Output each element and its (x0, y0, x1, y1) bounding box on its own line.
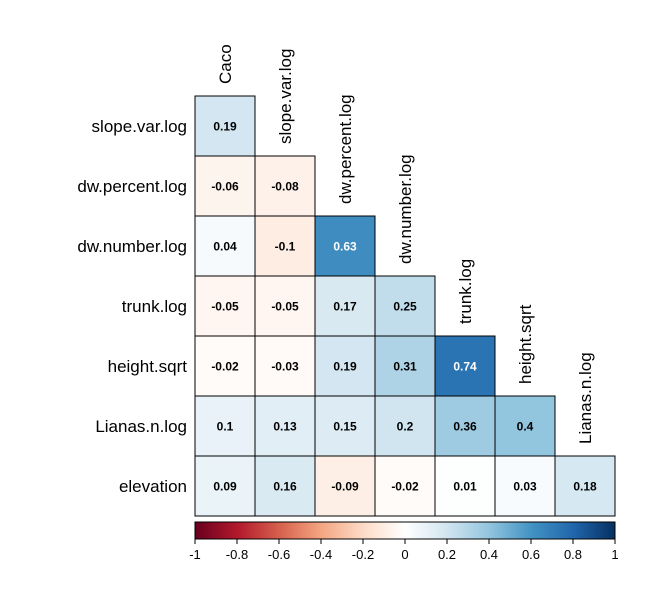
cell-value-label: -0.02 (211, 360, 239, 374)
colorbar-tick-label: 0.8 (564, 547, 582, 562)
heatmap-cell (434, 335, 496, 397)
cell-value-label: -0.08 (271, 180, 299, 194)
row-labels: slope.var.log dw.percent.log dw.number.log… (77, 117, 187, 496)
colorbar: -1 -0.8 -0.6 -0.4 -0.2 0 0.2 0.4 0.6 0.8 1 (189, 521, 619, 562)
cell-value-label: -0.06 (211, 180, 239, 194)
cell-value-label: 0.74 (453, 360, 477, 374)
row-label-trunk-log: trunk.log (122, 297, 187, 316)
column-label-Lianas-n-log: Lianas.n.log (576, 352, 595, 444)
colorbar-tick-label: 0.6 (522, 547, 540, 562)
heatmap-cell (434, 395, 496, 457)
cell-value-label: 0.1 (217, 420, 234, 434)
colorbar-tick-label: 1 (611, 547, 618, 562)
heatmap-cell (254, 275, 316, 337)
cell-value-label: -0.05 (271, 300, 299, 314)
row-label-dw-percent-log: dw.percent.log (77, 177, 187, 196)
row-label-Lianas-n-log: Lianas.n.log (95, 417, 187, 436)
heatmap-cell (194, 95, 256, 157)
row-label-slope-var-log: slope.var.log (92, 117, 187, 136)
heatmap-cell (374, 335, 436, 397)
heatmap-cell (194, 275, 256, 337)
row-label-elevation: elevation (119, 477, 187, 496)
colorbar-tick-label: -0.2 (352, 547, 374, 562)
heatmap-cell (254, 395, 316, 457)
cell-value-label: 0.16 (273, 480, 297, 494)
heatmap-cell (374, 395, 436, 457)
heatmap-cell (374, 275, 436, 337)
heatmap-cell (494, 395, 556, 457)
heatmap-cell (314, 335, 376, 397)
heatmap-cell (314, 215, 376, 277)
column-labels: Caco slope.var.log dw.percent.log dw.number… (216, 44, 595, 444)
cell-value-label: 0.18 (573, 480, 597, 494)
cell-value-label: 0.04 (213, 240, 237, 254)
heatmap-cell (314, 275, 376, 337)
heatmap-cell (434, 455, 496, 517)
cell-value-label: 0.17 (333, 300, 357, 314)
colorbar-tick-label: 0 (401, 547, 408, 562)
cell-value-label: -0.03 (271, 360, 299, 374)
cell-value-label: 0.13 (273, 420, 297, 434)
colorbar-tick-label: -0.4 (310, 547, 332, 562)
column-label-slope-var-log: slope.var.log (276, 49, 295, 144)
cell-value-label: 0.01 (453, 480, 477, 494)
heatmap-cell (314, 455, 376, 517)
cell-value-label: -0.02 (391, 480, 419, 494)
cell-value-label: 0.09 (213, 480, 237, 494)
cell-value-label: 0.25 (393, 300, 417, 314)
cell-value-label: 0.4 (517, 420, 534, 434)
column-label-Caco: Caco (216, 44, 235, 84)
colorbar-tick-label: 0.4 (480, 547, 498, 562)
heatmap-cell (254, 455, 316, 517)
heatmap-cell (254, 215, 316, 277)
colorbar-tick-label: 0.2 (438, 547, 456, 562)
colorbar-tick-label: -0.8 (226, 547, 248, 562)
heatmap-cell (314, 395, 376, 457)
colorbar-tick-label: -0.6 (268, 547, 290, 562)
column-label-trunk-log: trunk.log (456, 259, 475, 324)
heatmap-cell (554, 455, 616, 517)
column-label-height-sqrt: height.sqrt (516, 304, 535, 384)
cell-value-label: 0.36 (453, 420, 477, 434)
colorbar-tick-label: -1 (189, 547, 201, 562)
heatmap-cell (254, 155, 316, 217)
column-label-dw-number-log: dw.number.log (396, 154, 415, 264)
heatmap-cell (194, 455, 256, 517)
cell-value-label: 0.19 (213, 120, 237, 134)
column-label-dw-percent-log: dw.percent.log (336, 94, 355, 204)
cell-value-label: 0.15 (333, 420, 357, 434)
cell-value-label: -0.09 (331, 480, 359, 494)
cell-value-label: 0.63 (333, 240, 357, 254)
heatmap-cells: 0.19 -0.06 -0.08 0.04 -0.1 0.63 -0.05 -0.05 0.17… (194, 95, 616, 517)
heatmap-cell (494, 455, 556, 517)
cell-value-label: 0.31 (393, 360, 417, 374)
heatmap-cell (374, 455, 436, 517)
cell-value-label: 0.19 (333, 360, 357, 374)
cell-value-label: 0.2 (397, 420, 414, 434)
cell-value-label: -0.1 (275, 240, 296, 254)
cell-value-label: 0.03 (513, 480, 537, 494)
row-label-height-sqrt: height.sqrt (108, 357, 188, 376)
colorbar-gradient (194, 521, 616, 540)
row-label-dw-number-log: dw.number.log (77, 237, 187, 256)
cell-value-label: -0.05 (211, 300, 239, 314)
